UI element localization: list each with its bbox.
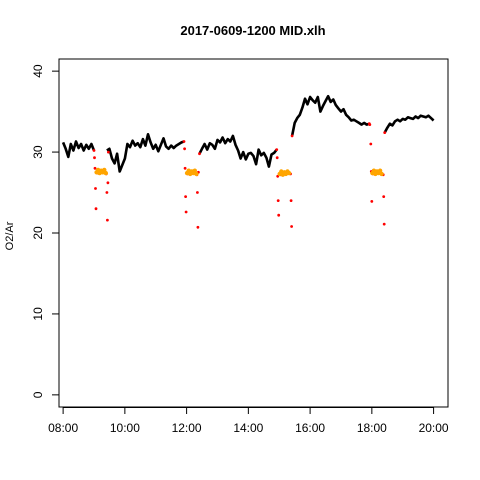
y-tick-label: 20 <box>31 226 45 240</box>
series-point <box>368 123 372 126</box>
series-point <box>106 181 110 185</box>
series-line-segment <box>106 133 185 173</box>
x-tick-label: 18:00 <box>357 421 387 435</box>
series-point <box>290 134 294 138</box>
series-line-segment <box>61 140 96 159</box>
series-point <box>383 131 387 135</box>
series-point <box>196 191 199 194</box>
series-point <box>196 225 200 229</box>
series-layer <box>61 94 435 229</box>
y-tick-label: 40 <box>31 64 45 78</box>
series-point <box>277 213 281 217</box>
series-point <box>184 195 188 199</box>
series-point <box>194 171 199 177</box>
series-point <box>198 152 201 156</box>
series-point <box>103 170 109 176</box>
x-tick-label: 08:00 <box>48 421 78 435</box>
series-point <box>370 200 374 203</box>
x-tick-label: 12:00 <box>172 421 202 435</box>
series-point <box>290 225 293 228</box>
series-point <box>107 150 110 154</box>
x-tick-label: 14:00 <box>233 421 263 435</box>
series-point <box>183 147 187 151</box>
series-line-segment <box>383 114 435 134</box>
y-axis: 0 10 20 30 40 <box>31 64 60 398</box>
x-tick-label: 10:00 <box>110 421 140 435</box>
series-point <box>93 166 97 170</box>
y-tick-label: 10 <box>31 307 45 321</box>
y-tick-label: 0 <box>31 391 45 398</box>
series-point <box>369 142 373 146</box>
series-point <box>289 199 293 203</box>
series-point <box>382 222 386 226</box>
series-point <box>275 148 279 152</box>
series-point <box>92 149 96 152</box>
series-point <box>382 195 386 199</box>
series-point <box>379 171 384 177</box>
series-point <box>94 207 98 211</box>
chart-title: 2017-0609-1200 MID.xlh <box>180 23 325 38</box>
series-point <box>286 170 292 176</box>
series-2 <box>94 167 384 177</box>
plot-frame <box>58 58 449 408</box>
series-line-segment <box>290 94 370 137</box>
series-point <box>182 140 186 143</box>
series-1 <box>92 122 387 229</box>
series-point <box>183 166 187 170</box>
series-point <box>275 156 279 160</box>
series-point <box>93 156 96 160</box>
series-point <box>276 199 280 203</box>
series-point <box>106 218 109 222</box>
y-tick-label: 30 <box>31 145 45 159</box>
series-point <box>184 210 188 214</box>
y-axis-label: O2/Ar <box>4 221 16 250</box>
x-tick-label: 20:00 <box>419 421 449 435</box>
series-0 <box>61 94 435 173</box>
x-tick-label: 16:00 <box>295 421 325 435</box>
series-point <box>94 187 97 190</box>
series-line-segment <box>198 134 278 168</box>
series-point <box>105 191 109 194</box>
x-axis: 08:00 10:00 12:00 14:00 16:00 18:00 20:00 <box>48 407 449 435</box>
